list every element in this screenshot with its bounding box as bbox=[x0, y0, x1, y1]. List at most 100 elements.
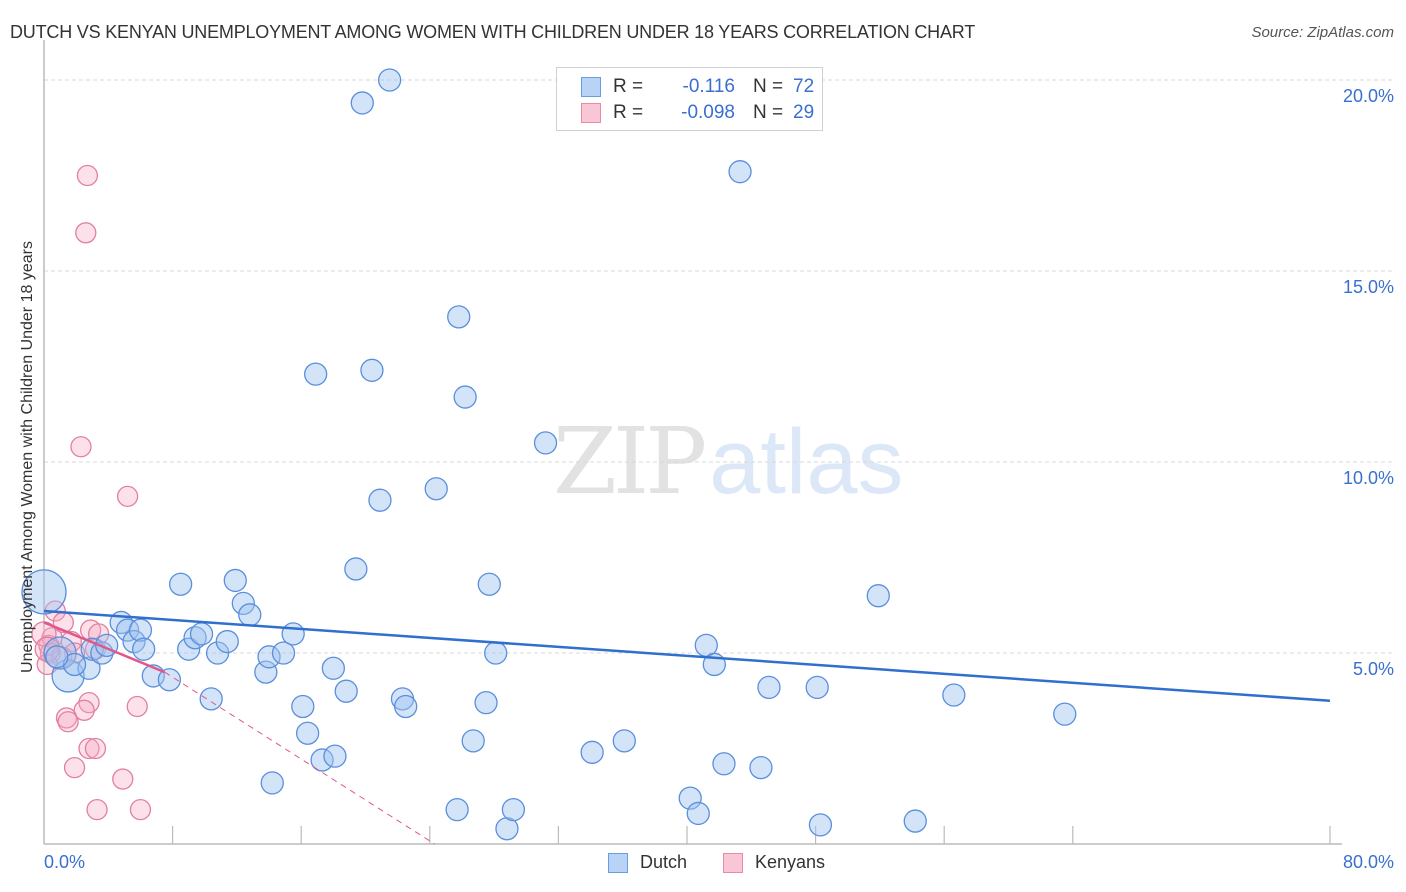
data-point[interactable] bbox=[84, 737, 107, 760]
y-tick-label: 20.0% bbox=[1342, 86, 1394, 106]
x-tick-max: 80.0% bbox=[1342, 852, 1394, 872]
data-point[interactable] bbox=[477, 572, 501, 596]
data-point[interactable] bbox=[231, 591, 255, 615]
data-point[interactable] bbox=[126, 695, 148, 718]
n-label: N = bbox=[753, 102, 784, 123]
data-point[interactable] bbox=[73, 699, 95, 721]
data-point[interactable] bbox=[122, 629, 146, 654]
data-point[interactable] bbox=[942, 683, 966, 707]
correlation-legend: R = -0.116 N = 72 R = -0.098 N = 29 bbox=[556, 67, 823, 131]
data-point[interactable] bbox=[445, 797, 469, 822]
data-point[interactable] bbox=[495, 817, 519, 841]
data-point[interactable] bbox=[86, 798, 108, 821]
gridlines bbox=[44, 79, 1392, 654]
data-point[interactable] bbox=[712, 752, 736, 776]
data-point[interactable] bbox=[77, 656, 101, 680]
data-point[interactable] bbox=[310, 748, 334, 772]
data-point[interactable] bbox=[749, 755, 773, 780]
data-point[interactable] bbox=[215, 629, 239, 654]
data-point[interactable] bbox=[484, 641, 508, 665]
kenyan-points bbox=[31, 164, 152, 821]
data-point[interactable] bbox=[157, 668, 182, 692]
data-point[interactable] bbox=[424, 477, 448, 501]
data-point[interactable] bbox=[350, 91, 374, 115]
data-point[interactable] bbox=[678, 786, 702, 810]
kenyan-trend-line bbox=[43, 621, 166, 674]
data-point[interactable] bbox=[453, 385, 477, 409]
y-tick-label: 5.0% bbox=[1352, 659, 1394, 679]
data-point[interactable] bbox=[116, 485, 139, 508]
data-point[interactable] bbox=[271, 641, 296, 665]
data-point[interactable] bbox=[257, 645, 281, 669]
data-point[interactable] bbox=[75, 222, 97, 244]
chart-title: DUTCH VS KENYAN UNEMPLOYMENT AMONG WOMEN… bbox=[10, 22, 976, 42]
data-point[interactable] bbox=[295, 721, 320, 745]
data-point[interactable] bbox=[76, 164, 99, 187]
kenyans-swatch bbox=[723, 852, 743, 873]
series-legend: Dutch Kenyans bbox=[0, 852, 1406, 876]
data-point[interactable] bbox=[238, 603, 262, 627]
data-point[interactable] bbox=[223, 568, 247, 593]
data-point[interactable] bbox=[394, 694, 418, 719]
data-point[interactable] bbox=[334, 679, 358, 703]
data-point[interactable] bbox=[189, 622, 214, 646]
data-point[interactable] bbox=[62, 652, 87, 677]
y-tick-label: 10.0% bbox=[1342, 468, 1394, 488]
data-point[interactable] bbox=[21, 569, 67, 615]
data-point[interactable] bbox=[168, 572, 193, 596]
data-point[interactable] bbox=[129, 798, 152, 821]
kenyan-trend-extension bbox=[164, 671, 435, 845]
data-point[interactable] bbox=[757, 675, 781, 700]
data-point[interactable] bbox=[368, 488, 392, 512]
data-point[interactable] bbox=[132, 637, 156, 661]
data-point[interactable] bbox=[183, 626, 207, 650]
data-point[interactable] bbox=[281, 622, 305, 646]
data-point[interactable] bbox=[533, 431, 558, 455]
data-point[interactable] bbox=[128, 618, 153, 642]
data-point[interactable] bbox=[254, 660, 278, 684]
data-point[interactable] bbox=[260, 771, 284, 795]
data-point[interactable] bbox=[323, 744, 347, 768]
data-point[interactable] bbox=[45, 645, 69, 669]
data-point[interactable] bbox=[728, 160, 752, 184]
data-point[interactable] bbox=[291, 694, 315, 719]
data-point[interactable] bbox=[808, 813, 833, 837]
data-point[interactable] bbox=[461, 729, 485, 753]
data-point[interactable] bbox=[57, 711, 79, 733]
data-point[interactable] bbox=[474, 691, 498, 715]
data-point[interactable] bbox=[866, 584, 890, 608]
data-point[interactable] bbox=[321, 656, 346, 680]
data-point[interactable] bbox=[304, 362, 328, 386]
data-point[interactable] bbox=[580, 740, 604, 764]
data-point[interactable] bbox=[199, 687, 223, 711]
data-point[interactable] bbox=[377, 68, 402, 92]
data-point[interactable] bbox=[177, 637, 201, 661]
n-label: N = bbox=[753, 76, 784, 97]
data-point[interactable] bbox=[903, 809, 927, 833]
data-point[interactable] bbox=[115, 618, 140, 642]
y-tick-label: 15.0% bbox=[1342, 277, 1394, 297]
data-point[interactable] bbox=[686, 801, 710, 826]
data-point[interactable] bbox=[805, 675, 829, 700]
legend-item-dutch[interactable]: Dutch bbox=[608, 852, 687, 873]
x-tick-min: 0.0% bbox=[44, 852, 86, 872]
data-point[interactable] bbox=[112, 768, 134, 790]
legend-row-kenyans: R = -0.098 N = 29 bbox=[581, 101, 814, 125]
data-point[interactable] bbox=[612, 729, 636, 753]
data-point[interactable] bbox=[63, 756, 86, 779]
data-point[interactable] bbox=[78, 737, 100, 760]
data-point[interactable] bbox=[1053, 702, 1077, 726]
data-point[interactable] bbox=[447, 305, 471, 329]
r-value: -0.098 bbox=[681, 102, 735, 123]
legend-item-kenyans[interactable]: Kenyans bbox=[723, 852, 825, 873]
data-point[interactable] bbox=[360, 358, 384, 382]
data-point[interactable] bbox=[344, 557, 368, 581]
kenyans-swatch bbox=[581, 103, 601, 123]
n-value: 72 bbox=[793, 76, 815, 97]
data-point[interactable] bbox=[70, 436, 92, 458]
source-credit: Source: ZipAtlas.com bbox=[1251, 24, 1394, 41]
data-point[interactable] bbox=[501, 797, 526, 822]
n-value: 29 bbox=[793, 102, 815, 123]
trend-lines bbox=[43, 609, 1331, 845]
